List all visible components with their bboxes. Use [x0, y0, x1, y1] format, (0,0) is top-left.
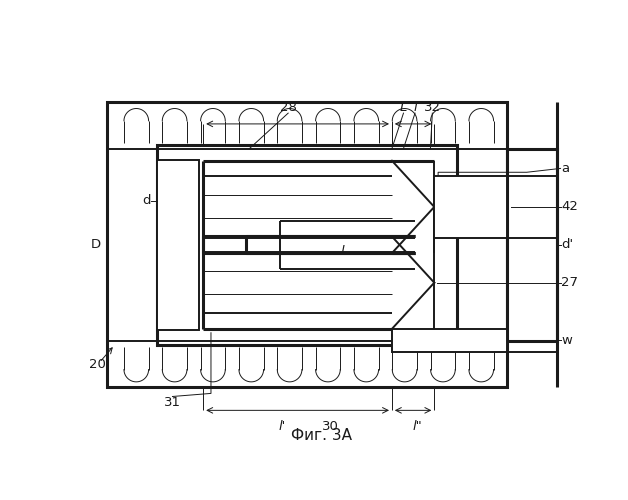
Text: l": l" — [413, 420, 422, 432]
Bar — [107, 102, 507, 388]
Bar — [157, 160, 200, 330]
Bar — [157, 144, 457, 345]
Text: l': l' — [279, 420, 286, 432]
Bar — [435, 176, 507, 238]
Text: 30: 30 — [322, 420, 338, 432]
Text: 31: 31 — [164, 396, 181, 409]
Text: a: a — [561, 162, 570, 175]
Text: d': d' — [561, 238, 573, 252]
Text: 27: 27 — [561, 276, 578, 289]
Text: L: L — [400, 101, 407, 114]
Bar — [392, 329, 507, 352]
Text: 42: 42 — [561, 200, 578, 213]
Text: D: D — [90, 238, 101, 252]
Text: 28: 28 — [279, 101, 296, 114]
Text: l: l — [413, 101, 417, 114]
Text: 32: 32 — [424, 101, 441, 114]
Text: w: w — [561, 334, 572, 347]
Bar — [507, 148, 558, 341]
Text: Фиг. 3А: Фиг. 3А — [291, 428, 352, 444]
Text: l: l — [340, 246, 344, 258]
Text: d: d — [143, 194, 151, 207]
Text: 20: 20 — [89, 358, 106, 370]
